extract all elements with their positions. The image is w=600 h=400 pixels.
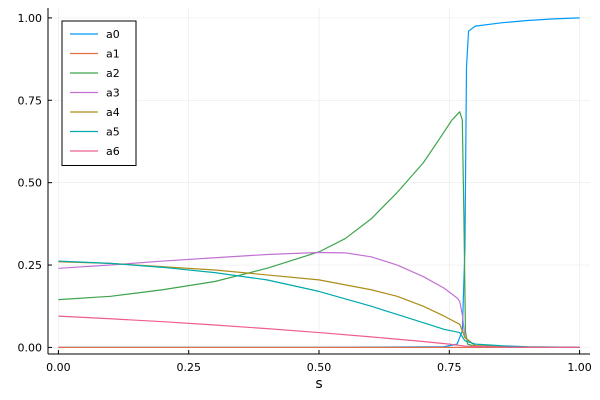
legend-label-a0: a0	[106, 28, 120, 41]
legend-label-a1: a1	[106, 48, 120, 61]
series-line-a6	[58, 315, 580, 349]
y-tick-label: 0.25	[18, 259, 43, 272]
legend-label-a6: a6	[106, 145, 120, 158]
legend-label-a5: a5	[106, 126, 120, 139]
y-tick-label: 0.50	[18, 177, 43, 190]
legend: a0 a1 a2 a3 a4 a5 a6	[61, 20, 137, 166]
x-tick-label: 0.25	[176, 361, 201, 374]
legend-label-a4: a4	[106, 106, 120, 119]
y-tick-label: 0.75	[18, 94, 43, 107]
y-tick-label: 1.00	[18, 12, 43, 25]
x-tick-label: 0.75	[437, 361, 462, 374]
series-layer	[58, 17, 580, 349]
series-line-a0	[58, 17, 580, 349]
series-line-a5	[58, 260, 580, 349]
x-tick-label: 1.00	[567, 361, 592, 374]
y-tick-label: 0.00	[18, 341, 43, 354]
x-tick-label: 0.00	[46, 361, 71, 374]
legend-box	[61, 20, 137, 166]
legend-label-a2: a2	[106, 67, 120, 80]
x-tick-label: 0.50	[307, 361, 332, 374]
legend-label-a3: a3	[106, 87, 120, 100]
x-axis-title: s	[315, 376, 322, 392]
tick-labels: 0.00 0.25 0.50 0.75 1.00 0.00 0.25 0.50 0.75 1.00	[18, 12, 592, 374]
